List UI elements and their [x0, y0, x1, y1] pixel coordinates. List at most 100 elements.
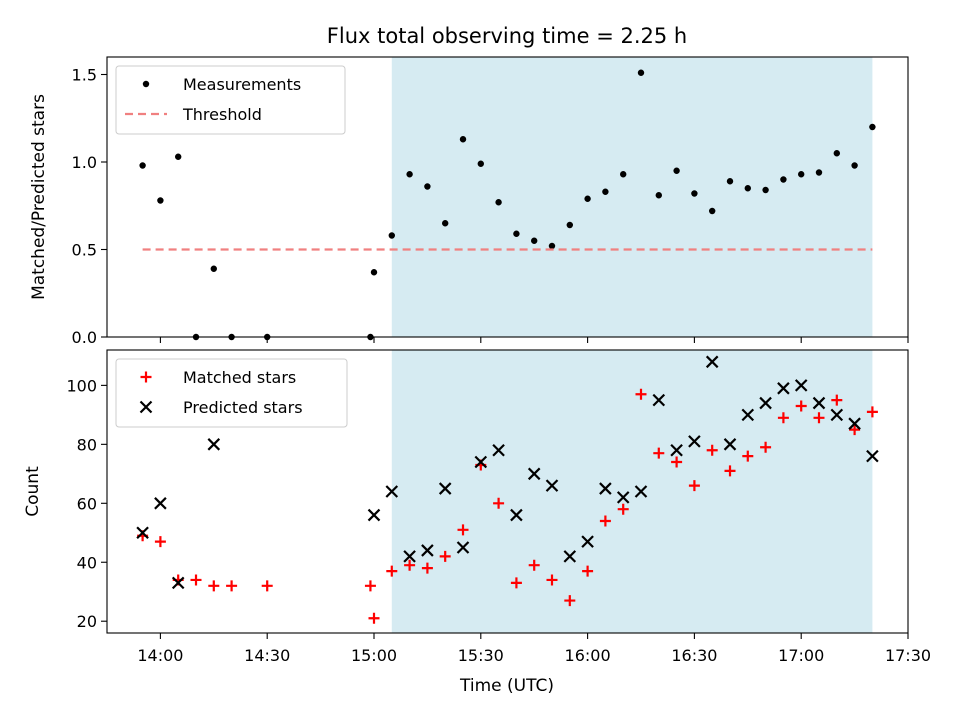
x-tick-label: 14:30 [244, 646, 290, 665]
predicted-star-point [385, 485, 399, 498]
matched-star-point [421, 562, 433, 574]
data-point [655, 192, 662, 199]
legend-label: Measurements [183, 75, 301, 94]
y-tick-label: 80 [77, 435, 97, 454]
y-axis-label: Count [23, 466, 43, 517]
data-point [495, 199, 502, 206]
y-tick-label: 1.0 [72, 153, 97, 172]
matched-star-point [671, 456, 683, 468]
matched-star-point [564, 595, 576, 607]
x-tick-label: 14:00 [137, 646, 183, 665]
x-tick-label: 16:00 [565, 646, 611, 665]
y-tick-label: 20 [77, 612, 97, 631]
matched-star-point [510, 577, 522, 589]
data-point [673, 167, 680, 174]
matched-star-point [546, 574, 558, 586]
predicted-star-point [759, 396, 772, 410]
data-point [388, 232, 395, 239]
data-point [726, 178, 734, 185]
chart-title: Flux total observing time = 2.25 h [327, 24, 687, 48]
data-point [780, 176, 787, 183]
data-point [798, 171, 805, 178]
x-axis-label: Time (UTC) [459, 676, 554, 696]
matched-star-point [457, 524, 469, 536]
legend-box [115, 65, 346, 135]
matched-star-point [617, 503, 629, 515]
predicted-star-point [421, 544, 434, 557]
predicted-star-point [741, 408, 755, 422]
data-point [139, 162, 146, 169]
matched-star-point [364, 580, 376, 592]
x-tick-label: 17:00 [778, 646, 824, 665]
data-point [833, 150, 841, 157]
predicted-star-point [403, 550, 416, 563]
y-axis-label: Matched/Predicted stars [29, 94, 49, 300]
legend-marker [142, 80, 150, 88]
predicted-star-point [670, 443, 683, 457]
data-point [477, 160, 484, 167]
y-tick-label: 0.0 [72, 328, 97, 347]
legend-label: Predicted stars [183, 398, 303, 417]
predicted-star-point [688, 435, 701, 448]
matched-star-point [226, 580, 238, 592]
x-tick-label: 15:00 [351, 646, 397, 665]
predicted-star-point [545, 479, 559, 492]
matched-star-point [190, 574, 202, 586]
predicted-star-point [794, 379, 808, 392]
x-tick-label: 15:30 [458, 646, 504, 665]
predicted-star-point [599, 482, 612, 495]
data-point [584, 195, 591, 202]
matched-star-point [528, 559, 540, 571]
data-point [620, 171, 627, 178]
data-point [637, 69, 645, 76]
data-point [762, 186, 769, 194]
predicted-star-point [438, 482, 452, 495]
predicted-star-point [848, 417, 861, 430]
data-point [424, 183, 431, 190]
matched-star-point [386, 565, 398, 577]
matched-star-point [439, 550, 451, 562]
shaded-region [391, 350, 873, 633]
plot-frame [106, 349, 909, 634]
legend-marker [140, 371, 152, 383]
matched-star-point [582, 565, 594, 577]
predicted-star-point [527, 467, 541, 481]
matched-star-point [404, 559, 416, 571]
legend: Matched stars Predicted stars [115, 358, 348, 428]
legend-label: Matched stars [183, 368, 296, 387]
shaded-region [391, 57, 873, 337]
predicted-star-point [581, 535, 594, 548]
predicted-star-point [456, 541, 470, 554]
data-point [513, 230, 520, 237]
legend: Measurements Threshold [115, 65, 346, 135]
predicted-star-point [171, 576, 185, 590]
data-point [708, 207, 716, 215]
predicted-star-point [652, 393, 666, 407]
y-tick-label: 60 [77, 494, 97, 513]
predicted-star-point [866, 449, 879, 463]
predicted-star-point [154, 497, 167, 510]
predicted-star-point [492, 443, 505, 457]
matched-star-point [849, 424, 861, 436]
data-point [869, 123, 876, 131]
matched-star-point [154, 536, 166, 548]
predicted-star-point [136, 526, 149, 540]
data-point [441, 220, 449, 227]
predicted-star-point [367, 508, 381, 522]
data-point [174, 153, 182, 160]
data-point [531, 237, 538, 244]
counts-panel: 14:00 14:30 15:00 15:30 16:00 16:30 17:00 17:30… [23, 349, 931, 665]
predicted-star-point [616, 491, 630, 504]
data-point [548, 242, 556, 250]
matched-star-point [635, 388, 647, 400]
matched-star-point [599, 515, 611, 527]
predicted-star-point [510, 508, 523, 522]
matched-star-point [706, 444, 718, 456]
matched-star-point [742, 450, 754, 462]
predicted-star-point [830, 408, 844, 422]
matched-star-point [261, 580, 273, 592]
matched-star-point [688, 480, 700, 492]
y-tick-label: 1.5 [72, 66, 97, 85]
y-tick-label: 0.5 [72, 241, 97, 260]
